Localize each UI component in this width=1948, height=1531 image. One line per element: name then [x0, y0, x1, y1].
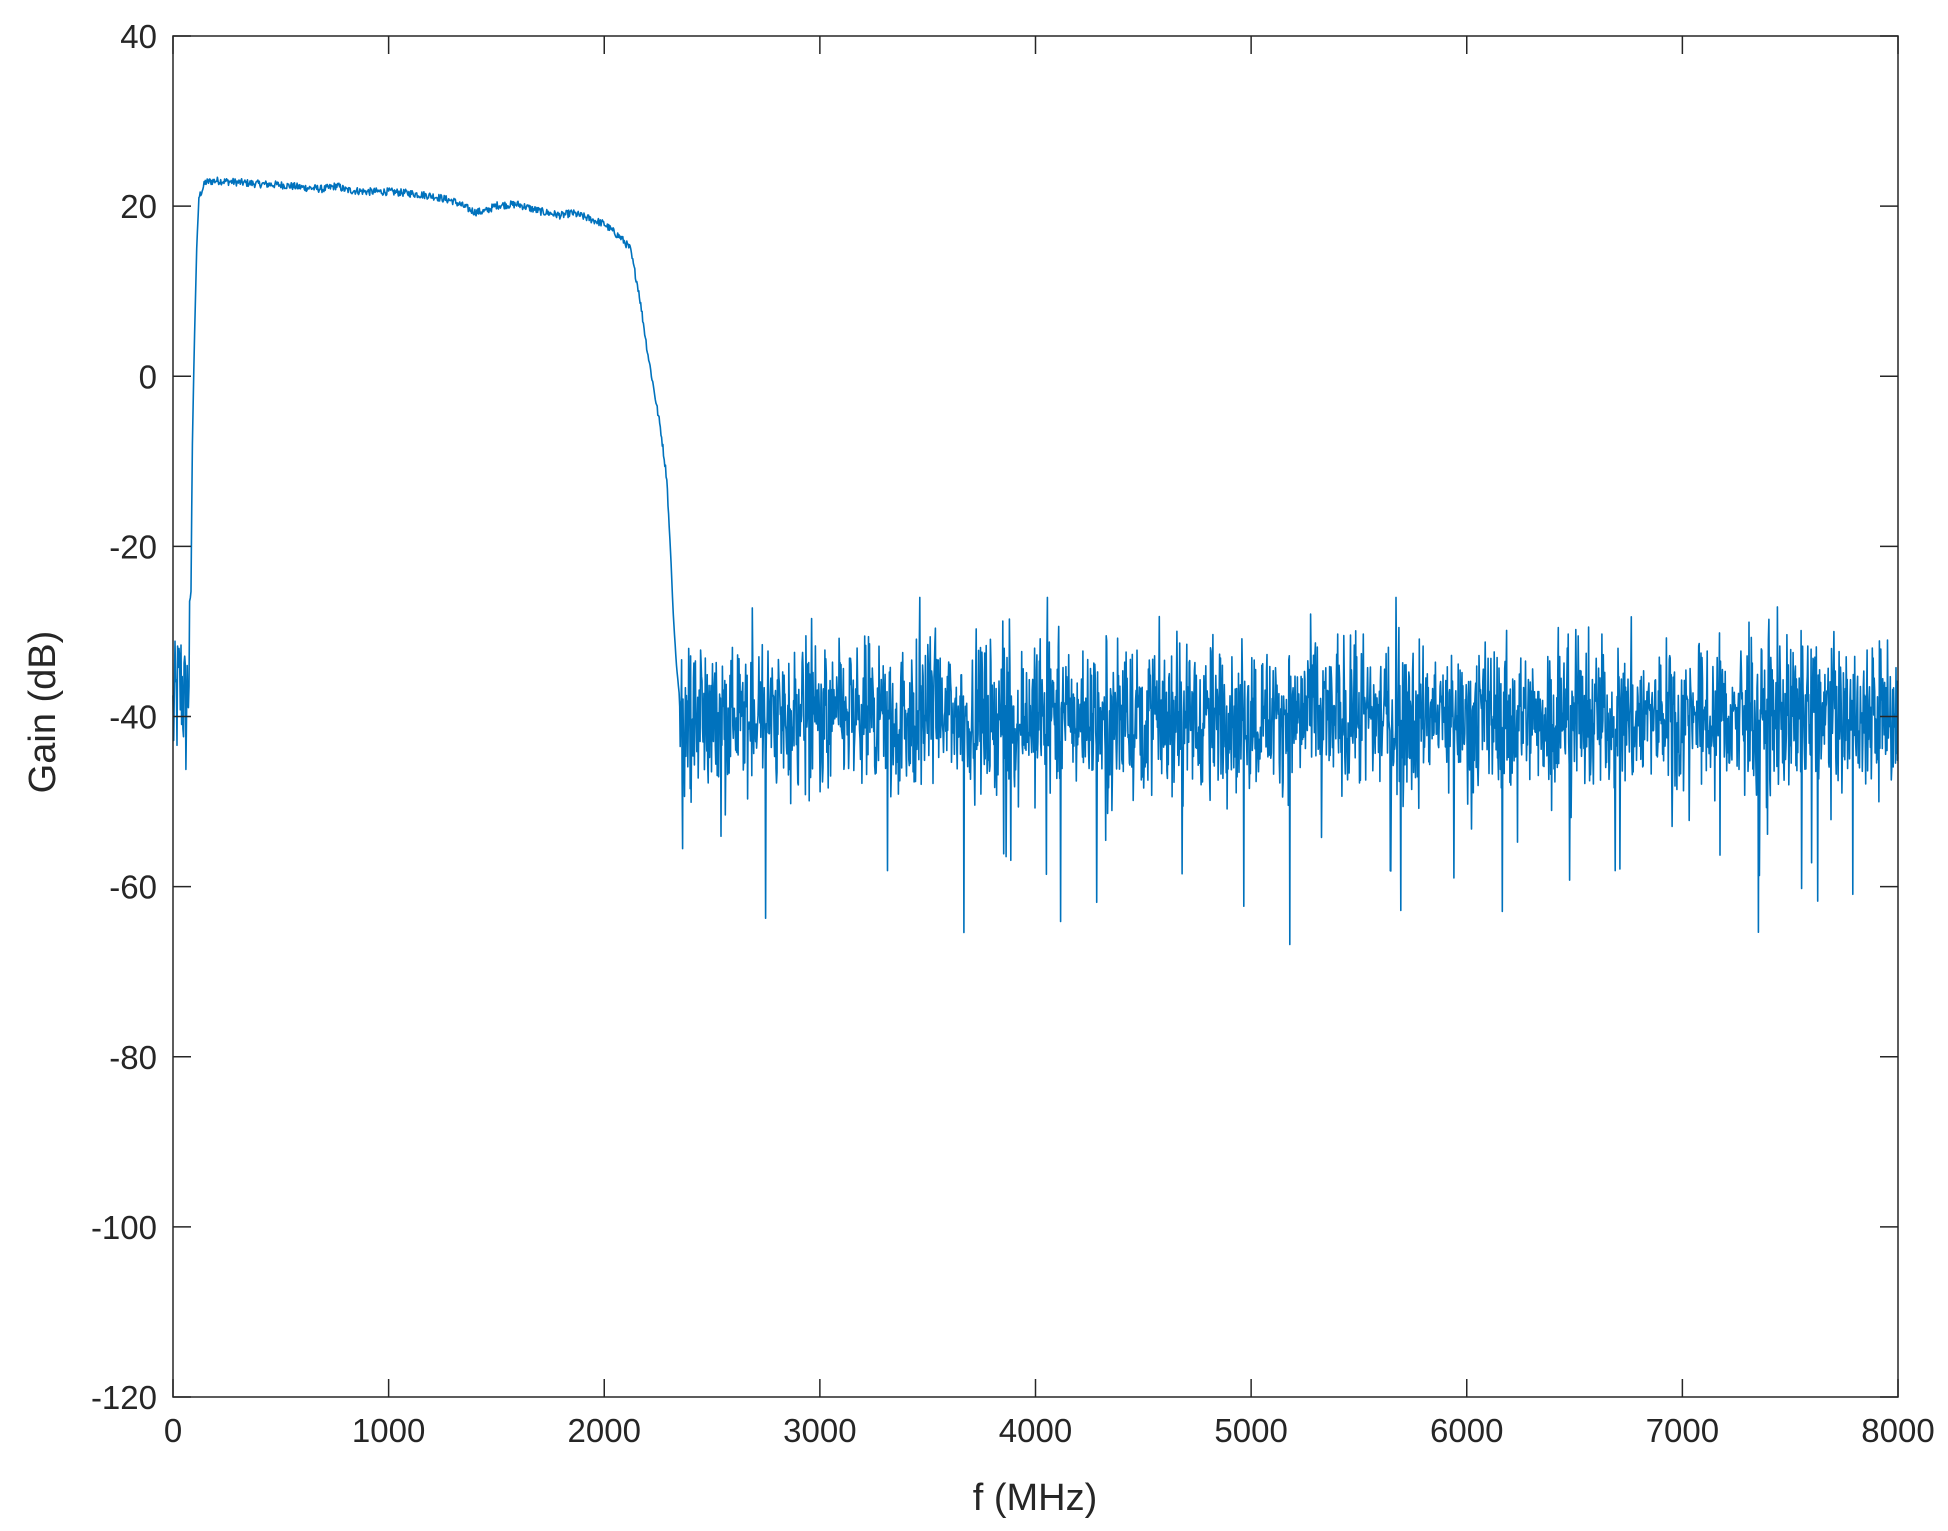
y-tick-label: -120 [91, 1379, 157, 1416]
y-tick-label: 40 [120, 18, 157, 55]
series-gain-line [172, 176, 1899, 946]
y-axis-label: Gain (dB) [22, 631, 64, 794]
x-tick-label: 8000 [1861, 1412, 1934, 1449]
y-tick-label: -80 [109, 1039, 157, 1076]
x-axis-label: f (MHz) [973, 1477, 1098, 1519]
x-tick-label: 7000 [1646, 1412, 1719, 1449]
x-tick-label: 2000 [568, 1412, 641, 1449]
y-tick-label: -60 [109, 869, 157, 906]
gain-line [172, 176, 1899, 946]
x-tick-label: 4000 [999, 1412, 1072, 1449]
y-tick-label: -100 [91, 1209, 157, 1246]
x-tick-label: 5000 [1214, 1412, 1287, 1449]
y-tick-label: -20 [109, 528, 157, 565]
x-tick-label: 0 [164, 1412, 182, 1449]
x-tick-label: 6000 [1430, 1412, 1503, 1449]
y-tick-label: 0 [139, 358, 157, 395]
y-tick-label: 20 [120, 188, 157, 225]
axes: 0 1000 2000 3000 4000 5000 6000 7000 8000 40 20 0 -2… [91, 18, 1935, 1449]
y-tick-label: -40 [109, 699, 157, 736]
x-tick-label: 1000 [352, 1412, 425, 1449]
x-tick-label: 3000 [783, 1412, 856, 1449]
